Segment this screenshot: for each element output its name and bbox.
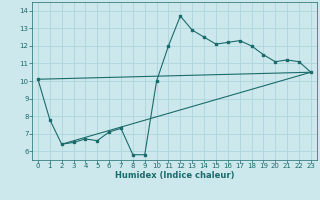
X-axis label: Humidex (Indice chaleur): Humidex (Indice chaleur) (115, 171, 234, 180)
